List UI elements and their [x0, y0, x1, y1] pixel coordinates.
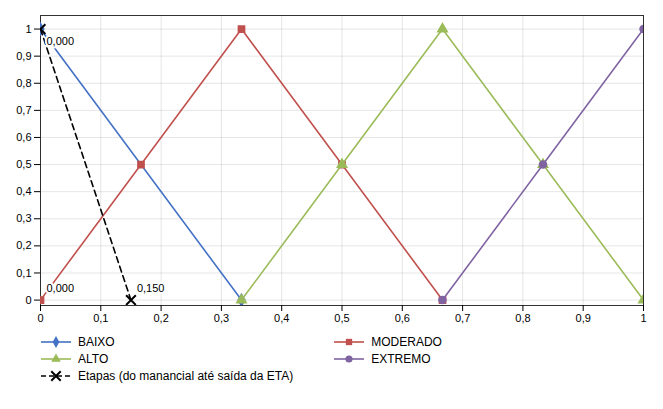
svg-text:0,1: 0,1 — [93, 312, 108, 324]
svg-text:0,7: 0,7 — [455, 312, 470, 324]
svg-text:0,000: 0,000 — [47, 282, 75, 294]
svg-text:0,7: 0,7 — [16, 104, 31, 116]
svg-text:0,3: 0,3 — [16, 212, 31, 224]
svg-text:1: 1 — [640, 312, 646, 324]
svg-text:0,2: 0,2 — [16, 239, 31, 251]
svg-text:1: 1 — [25, 23, 31, 35]
svg-text:0,1: 0,1 — [16, 266, 31, 278]
svg-text:0,5: 0,5 — [334, 312, 349, 324]
svg-text:0,8: 0,8 — [16, 77, 31, 89]
html-text:ALTO: ALTO — [78, 352, 109, 366]
svg-text:0,2: 0,2 — [153, 312, 168, 324]
svg-text:0,6: 0,6 — [16, 131, 31, 143]
html-text:BAIXO: BAIXO — [78, 335, 115, 349]
svg-text:0,4: 0,4 — [16, 185, 31, 197]
svg-text:0,8: 0,8 — [515, 312, 530, 324]
html-text:Etapas (do manancial até saída: Etapas (do manancial até saída da ETA) — [78, 369, 294, 383]
svg-text:0,9: 0,9 — [16, 50, 31, 62]
svg-text:0: 0 — [37, 312, 43, 324]
svg-text:0: 0 — [25, 294, 31, 306]
svg-text:0,4: 0,4 — [274, 312, 289, 324]
html-text:MODERADO: MODERADO — [371, 335, 442, 349]
svg-text:0,5: 0,5 — [16, 158, 31, 170]
svg-text:0,150: 0,150 — [137, 282, 165, 294]
html-text:EXTREMO: EXTREMO — [371, 352, 431, 366]
svg-text:0,000: 0,000 — [47, 35, 75, 47]
svg-text:0,6: 0,6 — [395, 312, 410, 324]
svg-text:0,3: 0,3 — [214, 312, 229, 324]
svg-text:0,9: 0,9 — [576, 312, 591, 324]
